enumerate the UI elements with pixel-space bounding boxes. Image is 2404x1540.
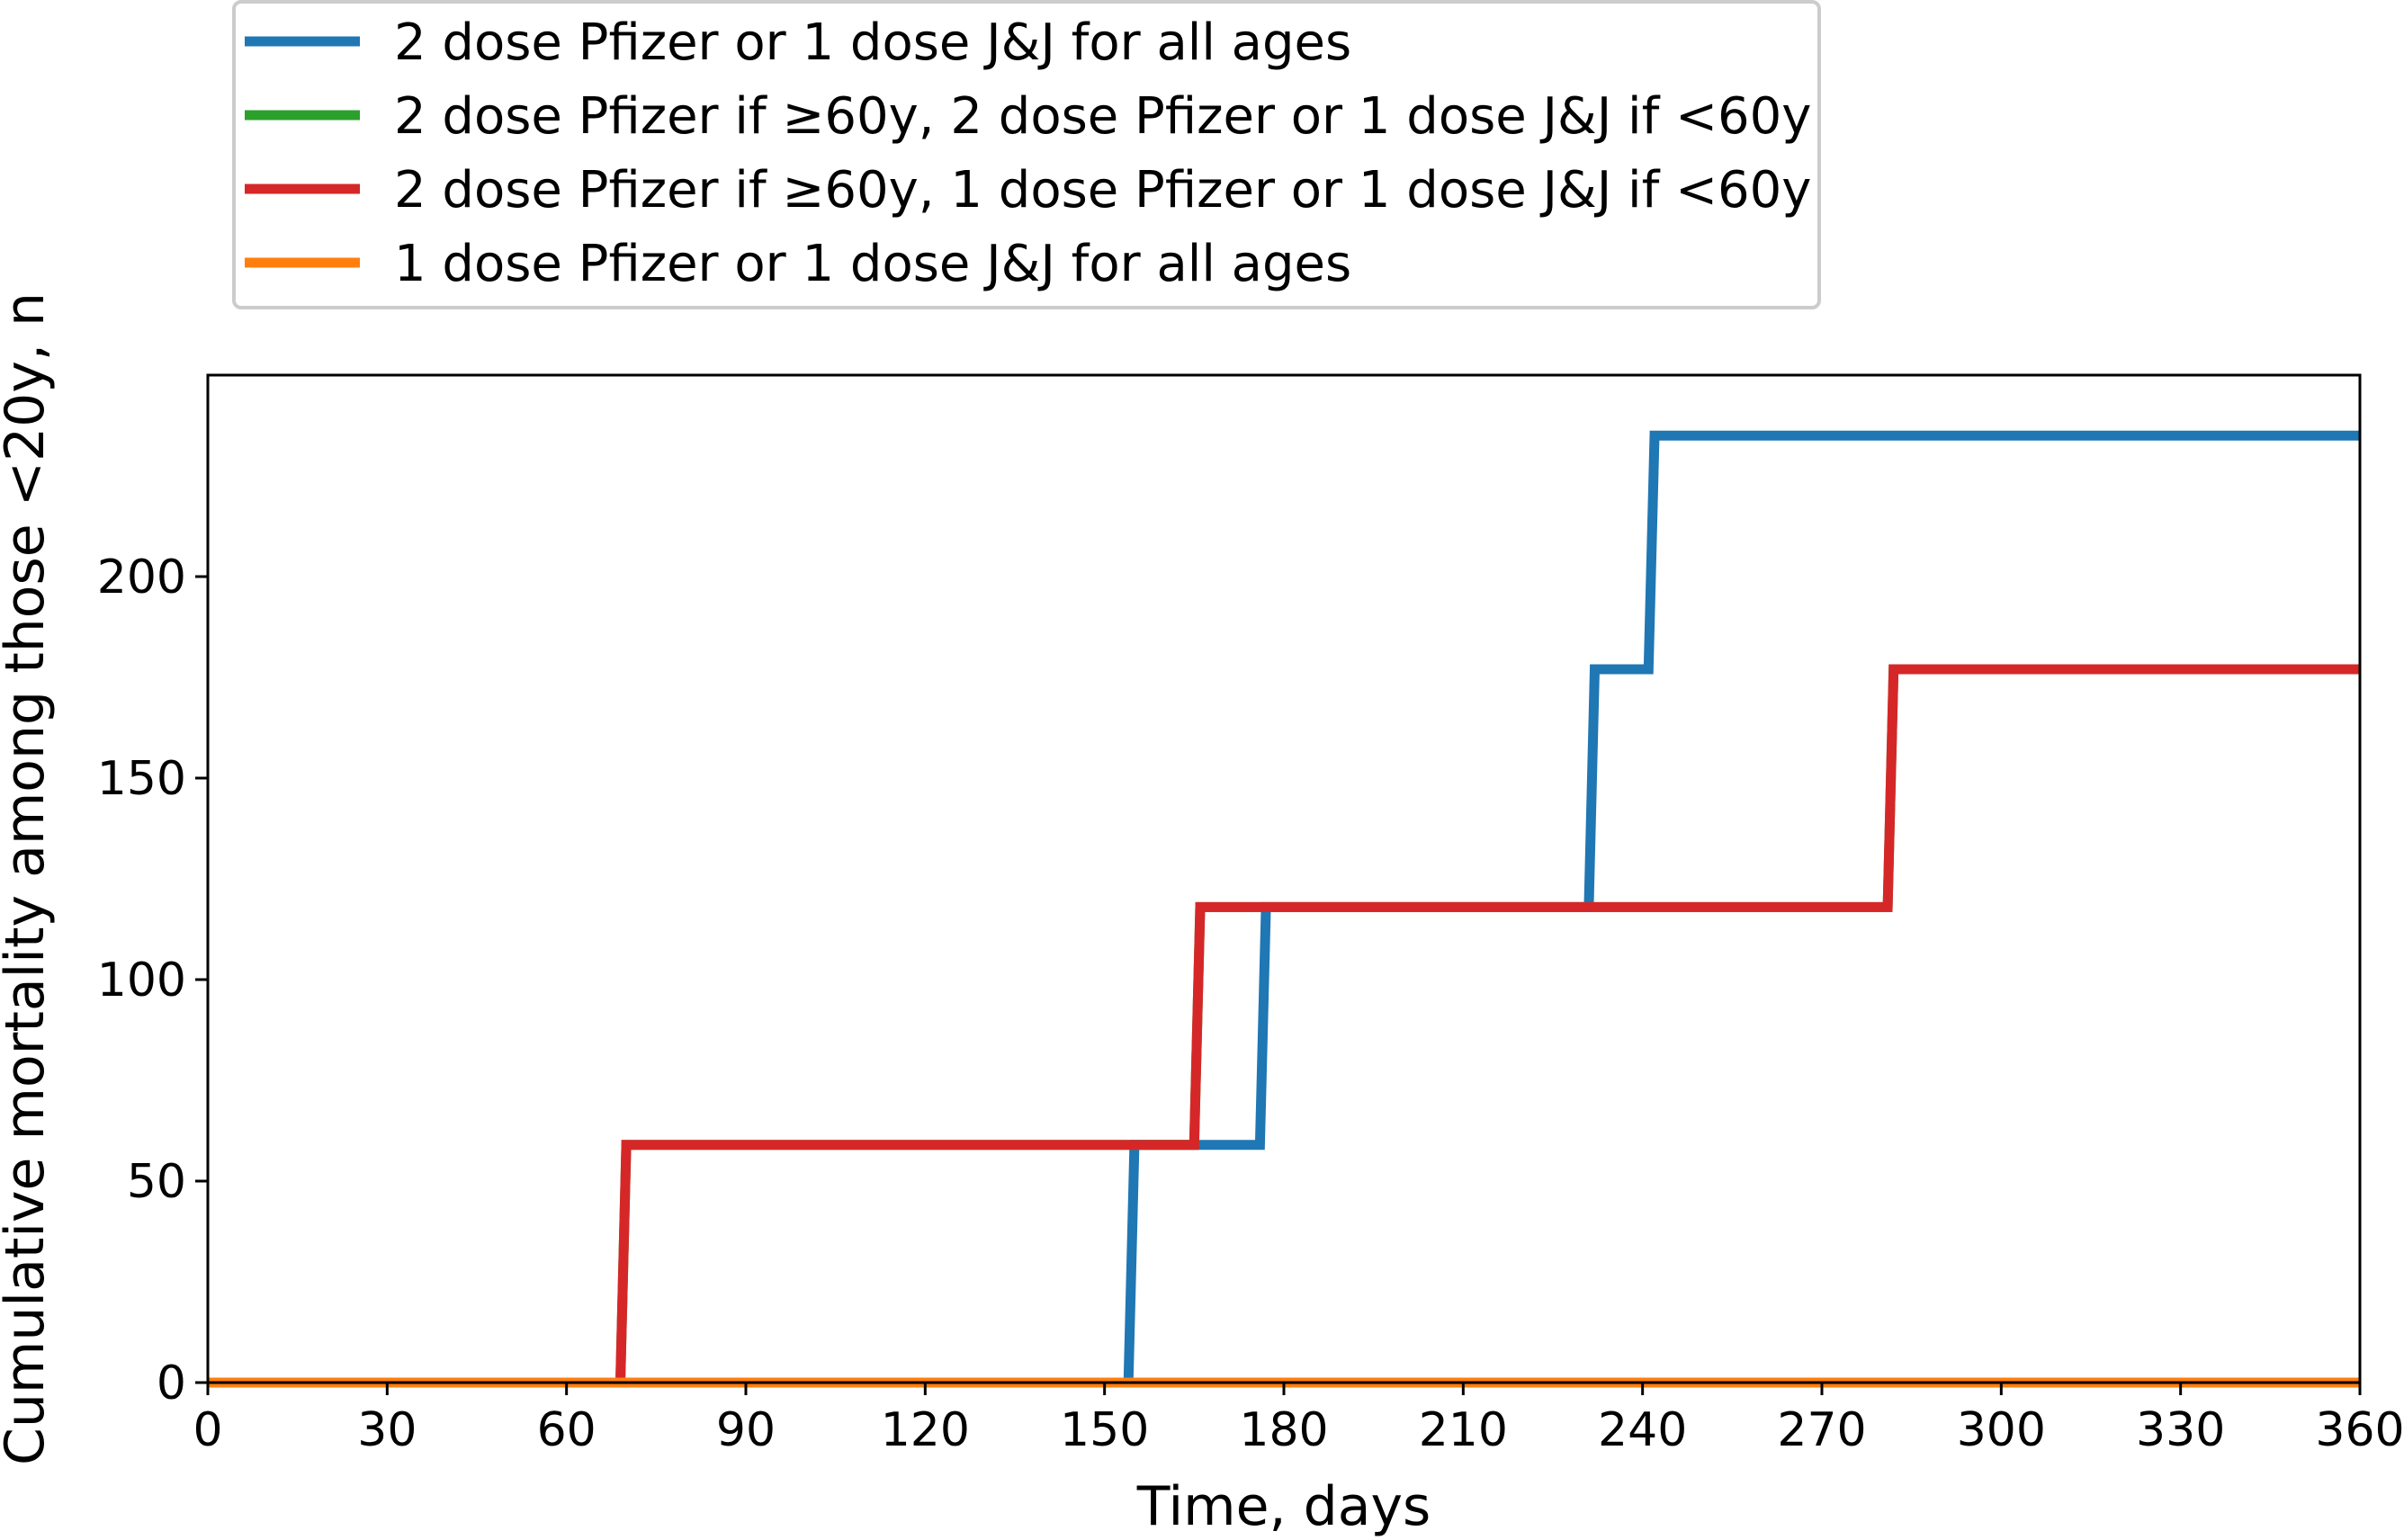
y-tick-label: 200 [97,551,186,604]
legend-label-1: 2 dose Pfizer or 1 dose J&J for all ages [394,13,1351,72]
x-tick-label: 0 [193,1403,222,1457]
y-axis-label: Cumulative mortality among those <20y, n [0,292,57,1465]
x-tick-label: 240 [1598,1403,1687,1457]
y-tick-label: 50 [127,1155,186,1209]
x-tick-label: 210 [1419,1403,1508,1457]
x-tick-label: 60 [537,1403,597,1457]
x-tick-label: 120 [881,1403,970,1457]
series-line-2 [208,664,2360,1388]
y-tick-label: 150 [97,752,186,806]
legend-label-2: 2 dose Pfizer if ≥60y, 2 dose Pfizer or … [394,87,1811,146]
legend: 2 dose Pfizer or 1 dose J&J for all ages… [232,0,1821,309]
x-tick-label: 90 [716,1403,776,1457]
plot-frame [206,373,2362,1384]
x-tick-label: 150 [1060,1403,1149,1457]
x-tick-label: 300 [1957,1403,2046,1457]
series-layer [208,430,2360,1388]
x-tick-label: 30 [357,1403,417,1457]
y-tick-label: 0 [157,1356,186,1410]
x-tick-label: 270 [1777,1403,1866,1457]
x-axis: 0 30 60 90 120 150 180 210 240 270 300 330 360 [193,1383,2404,1457]
y-axis: 0 50 100 150 200 [97,551,208,1410]
x-tick-label: 180 [1239,1403,1328,1457]
legend-box [232,0,1821,309]
series-line-3 [208,664,2360,1388]
legend-label-4: 1 dose Pfizer or 1 dose J&J for all ages [394,235,1351,293]
x-tick-label: 330 [2136,1403,2225,1457]
legend-label-3: 2 dose Pfizer if ≥60y, 1 dose Pfizer or … [394,161,1811,219]
x-tick-label: 360 [2315,1403,2404,1457]
x-axis-label: Time, days [1136,1475,1431,1538]
y-tick-label: 100 [97,954,186,1007]
